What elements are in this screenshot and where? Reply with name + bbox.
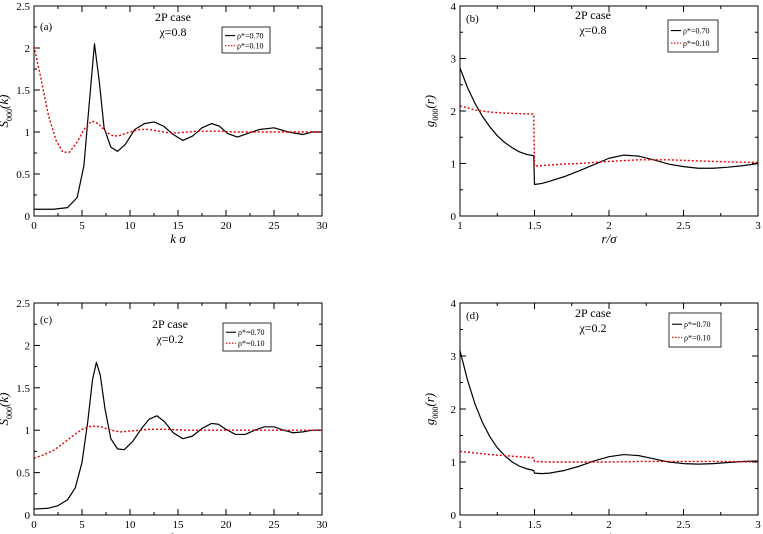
x-tick-label: 10 (125, 519, 137, 531)
case-annotation: χ=0.2 (155, 332, 183, 346)
legend-label: ρ*=0.10 (238, 339, 265, 348)
panel-label: (b) (466, 13, 479, 25)
x-tick-label: 15 (173, 220, 185, 232)
series-line-rho-0.70 (460, 67, 758, 186)
y-tick-label: 4 (451, 1, 457, 13)
y-tick-label: 0.5 (16, 468, 30, 480)
legend-label: ρ*=0.70 (237, 32, 264, 41)
legend-label: ρ*=0.70 (683, 27, 710, 36)
x-tick-label: 5 (79, 220, 85, 232)
y-tick-label: 0 (25, 510, 31, 522)
y-tick-label: 0.5 (16, 169, 30, 181)
case-annotation: χ=0.2 (578, 321, 606, 335)
x-tick-label: 2.5 (677, 519, 691, 531)
y-tick-label: 1.5 (16, 85, 30, 97)
x-tick-label: 3 (755, 519, 761, 531)
panel-label: (d) (466, 310, 479, 322)
y-tick-label: 4 (451, 298, 457, 310)
y-tick-label: 1 (25, 127, 31, 139)
panel-a: 0 5 10 15 20 25 30 0 0.5 1 1.5 2 2.5 k σ S000(k) (a) 2P … (0, 1, 328, 246)
y-tick-label: 3 (451, 351, 457, 363)
x-tick-label: 1 (457, 220, 463, 232)
x-tick-label: 25 (269, 519, 281, 531)
series-line-rho-0.70 (34, 43, 322, 210)
y-axis-label: g000(r) (422, 393, 440, 425)
series-line-rho-0.70 (460, 350, 758, 475)
panel-label: (c) (40, 314, 53, 326)
y-tick-label: 1 (451, 159, 457, 171)
series-line-rho-0.10 (460, 105, 758, 167)
legend-label: ρ*=0.70 (684, 320, 711, 329)
legend-box (668, 312, 722, 348)
y-axis-label: S000(k) (0, 95, 14, 128)
x-tick-label: 30 (317, 519, 329, 531)
x-tick-label: 10 (125, 220, 137, 232)
case-annotation: χ=0.8 (578, 23, 606, 37)
y-tick-label: 2 (25, 340, 31, 352)
x-tick-label: 15 (173, 519, 185, 531)
x-tick-label: 5 (79, 519, 85, 531)
y-tick-label: 2.5 (16, 298, 30, 310)
x-axis-label: r/σ (601, 530, 617, 534)
y-tick-label: 0 (25, 211, 31, 223)
y-axis-label: S000(k) (0, 393, 14, 426)
legend-label: ρ*=0.70 (238, 328, 265, 337)
case-annotation: 2P case (155, 10, 191, 24)
x-axis-label: k σ (170, 231, 186, 246)
x-axis-label: k σ (170, 530, 186, 534)
y-tick-label: 2 (25, 43, 31, 55)
x-tick-label: 2 (606, 220, 612, 232)
case-annotation: χ=0.8 (158, 25, 186, 39)
x-tick-label: 1 (457, 519, 463, 531)
y-tick-label: 1.5 (16, 383, 30, 395)
legend-box (221, 26, 271, 54)
x-tick-label: 2 (606, 519, 612, 531)
y-tick-label: 1 (451, 457, 457, 469)
y-tick-label: 2.5 (16, 1, 30, 13)
legend-box (667, 19, 719, 53)
y-tick-label: 3 (451, 54, 457, 66)
x-tick-label: 1.5 (528, 519, 542, 531)
case-annotation: 2P case (575, 306, 611, 320)
x-axis-label: r/σ (601, 231, 617, 246)
y-axis-label: g000(r) (422, 95, 440, 127)
series-line-rho-0.10 (460, 450, 758, 463)
panel-label: (a) (40, 21, 53, 33)
legend-label: ρ*=0.10 (237, 42, 264, 51)
panel-c: 0 5 10 15 20 25 30 0 0.5 1 1.5 2 2.5 k σ S000(k) (c) 2P … (0, 298, 328, 534)
legend-label: ρ*=0.10 (683, 39, 710, 48)
legend-label: ρ*=0.10 (684, 333, 711, 342)
series-line-rho-0.70 (34, 361, 322, 510)
series-line-rho-0.10 (34, 46, 322, 153)
case-annotation: 2P case (152, 317, 188, 331)
x-tick-label: 3 (755, 220, 761, 232)
x-tick-label: 2.5 (677, 220, 691, 232)
y-tick-label: 2 (451, 404, 457, 416)
series-line-rho-0.10 (34, 425, 322, 459)
x-tick-label: 1.5 (528, 220, 542, 232)
legend-box (222, 322, 272, 352)
x-tick-label: 0 (31, 519, 37, 531)
y-tick-label: 2 (451, 106, 457, 118)
case-annotation: 2P case (575, 8, 611, 22)
x-tick-label: 0 (31, 220, 37, 232)
y-tick-label: 0 (451, 510, 457, 522)
y-tick-label: 1 (25, 425, 31, 437)
x-tick-label: 25 (269, 220, 281, 232)
x-tick-label: 20 (221, 220, 233, 232)
y-tick-label: 0 (451, 211, 457, 223)
x-tick-label: 30 (317, 220, 329, 232)
x-tick-label: 20 (221, 519, 233, 531)
